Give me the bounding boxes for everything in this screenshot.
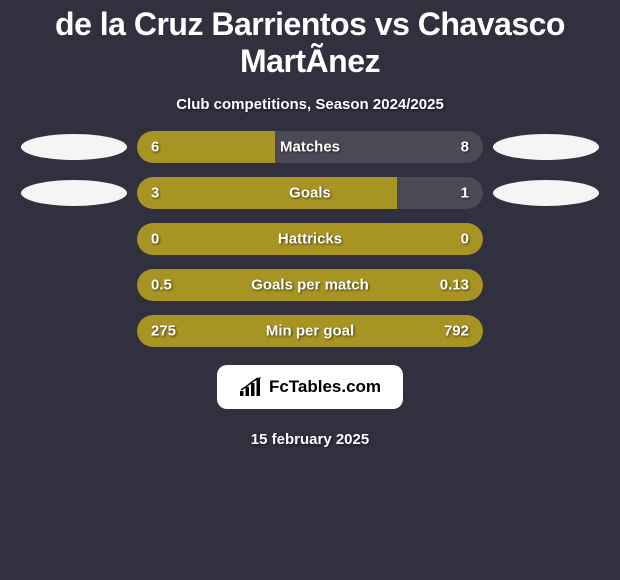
stat-row: 275 792 Min per goal <box>10 315 610 347</box>
stat-row: 0 0 Hattricks <box>10 223 610 255</box>
stat-row: 6 8 Matches <box>10 131 610 163</box>
page-title: de la Cruz Barrientos vs Chavasco MartÃ­… <box>10 0 610 82</box>
stat-value-right: 0 <box>461 231 469 248</box>
stats-area: 6 8 Matches 3 1 Goals 0 0 Hattricks 0.5 0.13 Goals … <box>10 131 610 347</box>
stat-value-right: 0.13 <box>440 277 469 294</box>
stat-label: Hattricks <box>278 231 342 248</box>
stat-value-left: 275 <box>151 323 176 340</box>
stat-value-right: 792 <box>444 323 469 340</box>
logo-text: FcTables.com <box>269 377 381 397</box>
stat-value-left: 0.5 <box>151 277 172 294</box>
stat-label: Goals per match <box>251 277 369 294</box>
stat-value-left: 0 <box>151 231 159 248</box>
stat-bar: 0 0 Hattricks <box>137 223 483 255</box>
stat-value-left: 3 <box>151 185 159 202</box>
stat-label: Goals <box>289 185 331 202</box>
stat-bar: 275 792 Min per goal <box>137 315 483 347</box>
logo-box[interactable]: FcTables.com <box>217 365 403 409</box>
stat-row: 3 1 Goals <box>10 177 610 209</box>
player-right-avatar <box>493 180 599 206</box>
subtitle: Club competitions, Season 2024/2025 <box>10 82 610 131</box>
player-left-avatar <box>21 134 127 160</box>
stat-bar: 0.5 0.13 Goals per match <box>137 269 483 301</box>
date-label: 15 february 2025 <box>10 431 610 448</box>
comparison-container: de la Cruz Barrientos vs Chavasco MartÃ­… <box>0 0 620 448</box>
logo-wrap: FcTables.com <box>10 365 610 409</box>
player-right-avatar <box>493 134 599 160</box>
bar-fill-left <box>137 177 397 209</box>
player-left-avatar <box>21 180 127 206</box>
stat-label: Matches <box>280 139 340 156</box>
chart-icon <box>239 377 263 397</box>
stat-bar: 6 8 Matches <box>137 131 483 163</box>
stat-bar: 3 1 Goals <box>137 177 483 209</box>
stat-label: Min per goal <box>266 323 354 340</box>
stat-value-right: 8 <box>461 139 469 156</box>
stat-value-right: 1 <box>461 185 469 202</box>
stat-value-left: 6 <box>151 139 159 156</box>
stat-row: 0.5 0.13 Goals per match <box>10 269 610 301</box>
